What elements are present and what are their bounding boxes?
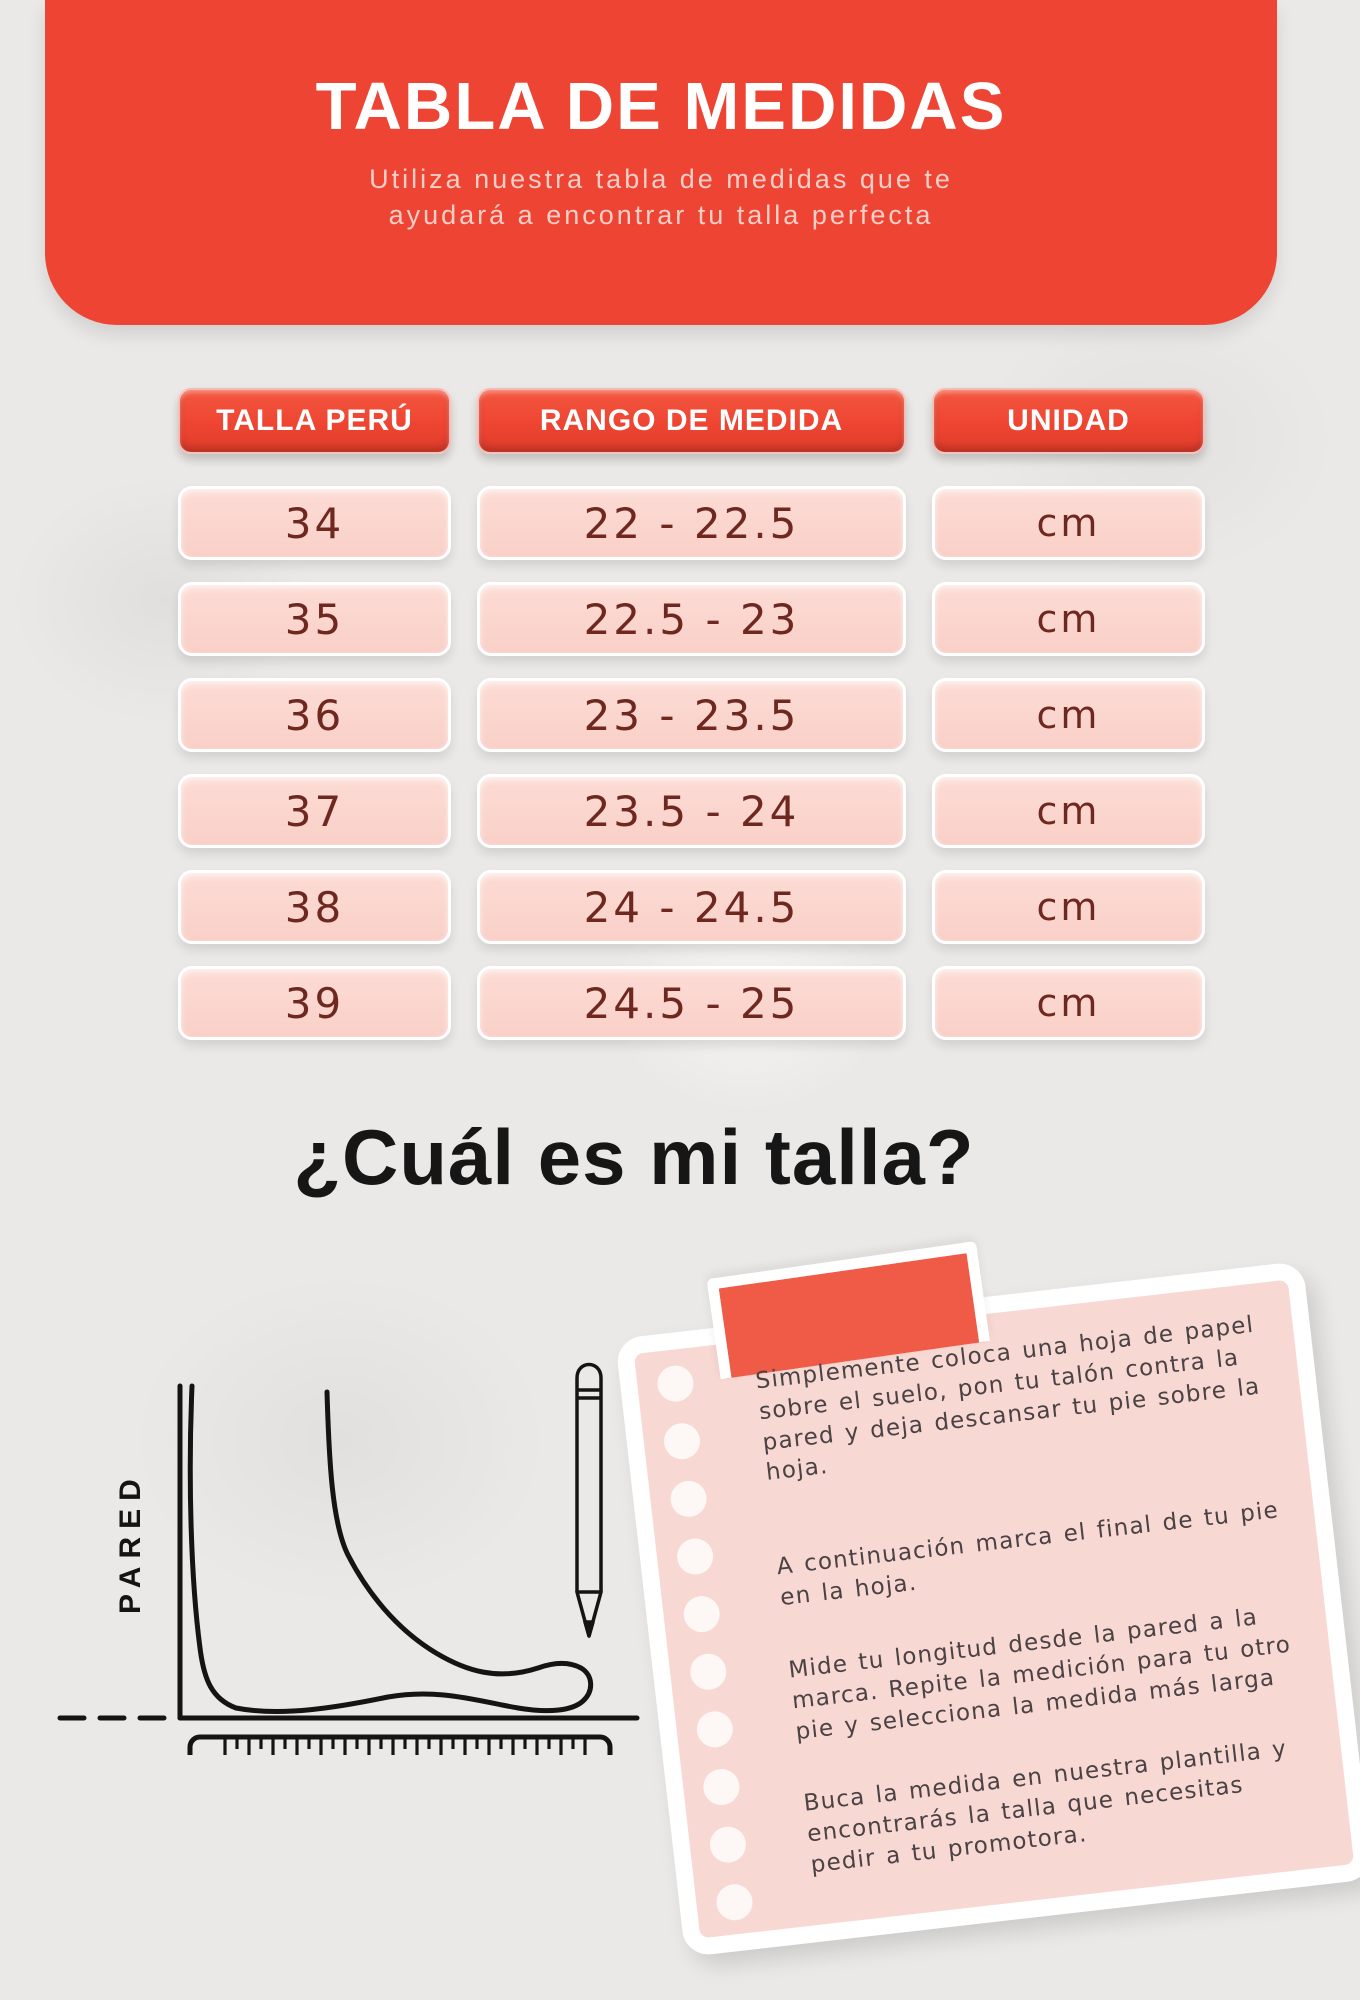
range-cell: 23.5 - 24 [477,774,906,848]
table-row: 39 24.5 - 25 cm [178,966,1205,1040]
size-table-body: 34 22 - 22.5 cm 35 22.5 - 23 cm 36 23 - … [178,486,1205,1040]
column-header-rango-de-medida: RANGO DE MEDIDA [477,388,906,454]
hole-punches [655,1363,755,1923]
instruction-step: Buca la medida en nuestra plantilla y en… [802,1736,1289,1879]
hole-icon [675,1536,716,1577]
table-row: 34 22 - 22.5 cm [178,486,1205,560]
hole-icon [681,1594,722,1635]
table-row: 38 24 - 24.5 cm [178,870,1205,944]
unit-cell: cm [932,966,1205,1040]
size-cell: 34 [178,486,451,560]
foot-outline-icon [187,1383,594,1714]
table-row: 37 23.5 - 24 cm [178,774,1205,848]
size-cell: 36 [178,678,451,752]
header-banner: TABLA DE MEDIDAS Utiliza nuestra tabla d… [45,0,1277,325]
range-cell: 22.5 - 23 [477,582,906,656]
hole-icon [708,1824,748,1865]
wall-label: PARED [114,1471,147,1614]
foot-measuring-diagram: PARED [57,1362,640,1755]
size-cell: 39 [178,966,451,1040]
unit-cell: cm [932,678,1205,752]
unit-cell: cm [932,870,1205,944]
page-title: TABLA DE MEDIDAS [315,69,1007,144]
instruction-step: A continuación marca el final de tu pie … [775,1497,1281,1612]
table-row: 36 23 - 23.5 cm [178,678,1205,752]
hole-icon [655,1363,696,1404]
hole-icon [668,1478,709,1519]
question-heading: ¿Cuál es mi talla? [293,1113,975,1201]
size-cell: 35 [178,582,451,656]
page-subtitle-line1: Utiliza nuestra tabla de medidas que te [369,164,953,194]
hole-icon [662,1421,702,1462]
unit-cell: cm [932,486,1205,560]
size-table: TALLA PERÚ RANGO DE MEDIDA UNIDAD 34 22 … [178,388,1205,1062]
hole-icon [694,1709,735,1750]
column-header-talla-peru: TALLA PERÚ [178,388,451,454]
instruction-note: Simplemente coloca una hoja de papel sob… [615,1240,1360,1958]
table-row: 35 22.5 - 23 cm [178,582,1205,656]
ruler-ticks [223,1737,587,1755]
size-cell: 38 [178,870,451,944]
range-cell: 23 - 23.5 [477,678,906,752]
page-subtitle-line2: ayudará a encontrar tu talla perfecta [388,200,934,231]
page-subtitle: Utiliza nuestra tabla de medidas que te … [45,161,1277,234]
instruction-step: Mide tu longitud desde la pared a la mar… [787,1604,1293,1745]
hole-icon [714,1882,755,1923]
size-table-header-row: TALLA PERÚ RANGO DE MEDIDA UNIDAD [178,388,1205,454]
range-cell: 22 - 22.5 [477,486,906,560]
hole-icon [701,1767,742,1807]
column-header-unidad: UNIDAD [932,388,1205,454]
size-cell: 37 [178,774,451,848]
ruler-icon [187,1734,613,1755]
unit-cell: cm [932,774,1205,848]
hole-icon [688,1651,729,1692]
unit-cell: cm [932,582,1205,656]
range-cell: 24.5 - 25 [477,966,906,1040]
pencil-icon [575,1362,603,1638]
range-cell: 24 - 24.5 [477,870,906,944]
instruction-list: Simplemente coloca una hoja de papel sob… [754,1309,1317,1881]
